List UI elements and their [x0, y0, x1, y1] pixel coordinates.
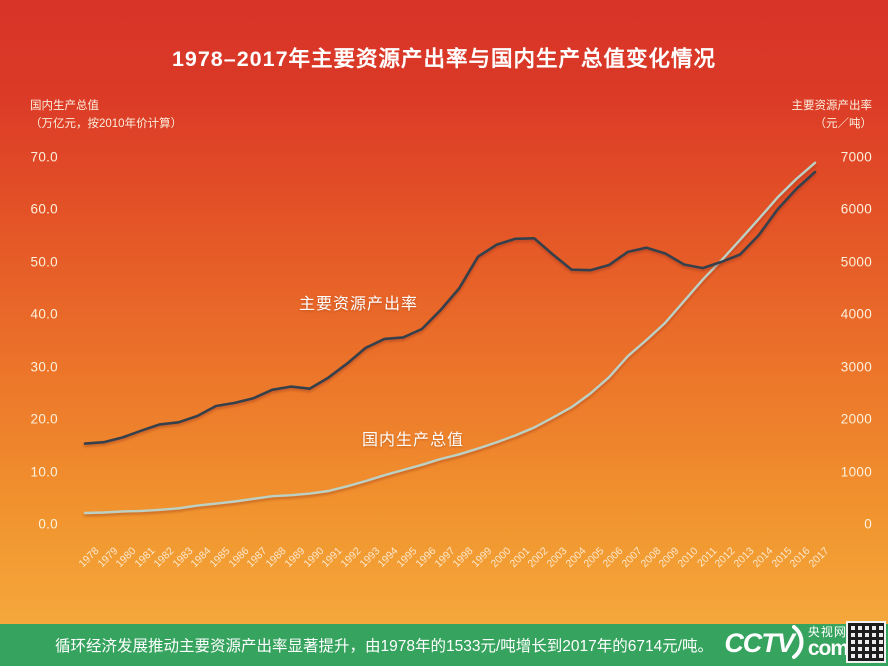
x-axis-tick: 1979 [95, 545, 121, 571]
y-axis-tick-left: 50.0 [30, 254, 58, 270]
series-label-resource-rate: 主要资源产出率 [299, 296, 419, 313]
x-axis-tick: 1986 [226, 545, 252, 571]
x-axis-tick: 1978 [76, 545, 102, 571]
x-axis-tick: 2010 [675, 545, 701, 571]
x-axis-tick: 2009 [656, 545, 682, 571]
y-axis-tick-left: 0.0 [38, 516, 58, 532]
x-axis-tick: 2015 [769, 545, 795, 571]
cctv-swoosh-icon [791, 625, 804, 659]
y-axis-tick-right: 7000 [840, 149, 872, 165]
y-axis-tick-right: 3000 [840, 359, 872, 375]
left-axis-title: 国内生产总值 [30, 100, 99, 112]
x-axis-tick: 2005 [581, 545, 607, 571]
y-axis-tick-right: 6000 [840, 201, 872, 217]
x-axis-tick: 1995 [394, 545, 420, 571]
x-axis-tick: 2014 [750, 545, 776, 571]
x-axis-tick: 2001 [506, 545, 532, 571]
footer-caption: 循环经济发展推动主要资源产出率显著提升，由1978年的1533元/吨增长到201… [55, 638, 714, 655]
y-axis-tick-left: 40.0 [30, 306, 58, 322]
x-axis-tick: 2017 [806, 545, 832, 571]
cctv-logo: CCTV 央视网 com [724, 618, 886, 666]
y-axis-tick-left: 70.0 [30, 149, 58, 165]
line-chart [83, 161, 817, 515]
x-axis-tick: 1985 [207, 545, 233, 571]
y-axis-tick-right: 4000 [840, 306, 872, 322]
x-axis-tick: 2006 [600, 545, 626, 571]
x-axis-tick: 1999 [469, 545, 495, 571]
x-axis-tick: 1993 [357, 545, 383, 571]
y-axis-tick-right: 5000 [840, 254, 872, 270]
y-axis-tick-left: 30.0 [30, 359, 58, 375]
x-axis-tick: 1982 [151, 545, 177, 571]
x-axis-tick: 2013 [731, 545, 757, 571]
x-axis-tick: 2016 [787, 545, 813, 571]
x-axis-tick: 2003 [544, 545, 570, 571]
x-axis-tick: 1987 [244, 545, 270, 571]
x-axis-tick: 2008 [638, 545, 664, 571]
y-axis-tick-left: 10.0 [30, 464, 58, 480]
chart-title: 1978–2017年主要资源产出率与国内生产总值变化情况 [171, 47, 717, 71]
x-axis-tick: 1997 [432, 545, 458, 571]
x-axis-tick: 1981 [132, 545, 158, 571]
y-axis-tick-right: 1000 [840, 464, 872, 480]
x-axis-tick: 2012 [712, 545, 738, 571]
qr-code [846, 621, 886, 663]
x-axis-tick: 1990 [301, 545, 327, 571]
x-axis-tick: 1984 [188, 545, 214, 571]
series-label-gdp: 国内生产总值 [362, 432, 465, 449]
x-axis-tick: 1992 [338, 545, 364, 571]
left-axis-unit: （万亿元，按2010年价计算） [30, 117, 183, 130]
x-axis-tick: 1994 [375, 545, 401, 571]
left-axis-header: 国内生产总值 （万亿元，按2010年价计算） [30, 98, 182, 134]
x-axis-tick: 1996 [413, 545, 439, 571]
x-axis-tick: 1998 [450, 545, 476, 571]
right-axis-header: 主要资源产出率 （元／吨） [792, 98, 873, 134]
x-axis-tick: 1983 [170, 545, 196, 571]
resource-rate-line [83, 170, 817, 445]
x-axis-tick: 1989 [282, 545, 308, 571]
y-axis-tick-right: 0 [864, 516, 872, 532]
right-axis-unit: （元／吨） [814, 117, 873, 130]
cctv-site-name: 央视网 [807, 624, 847, 639]
x-axis-tick: 2007 [619, 545, 645, 571]
x-axis-tick: 2002 [525, 545, 551, 571]
x-axis-tick: 1988 [263, 545, 289, 571]
right-axis-title: 主要资源产出率 [791, 100, 873, 112]
x-axis-tick: 2000 [488, 545, 514, 571]
x-axis-tick: 2011 [694, 545, 720, 570]
y-axis-tick-left: 20.0 [30, 411, 58, 427]
x-axis-tick: 1980 [113, 545, 139, 571]
cctv-logo-text: CCTV [724, 627, 794, 658]
y-axis-tick-left: 60.0 [30, 201, 58, 217]
gdp-line [83, 161, 817, 515]
x-axis-tick: 2004 [563, 545, 589, 571]
footer-bar: 循环经济发展推动主要资源产出率显著提升，由1978年的1533元/吨增长到201… [0, 624, 888, 666]
x-axis-tick: 1991 [319, 545, 345, 571]
cctv-domain: com [807, 636, 849, 660]
y-axis-tick-right: 2000 [840, 411, 872, 427]
